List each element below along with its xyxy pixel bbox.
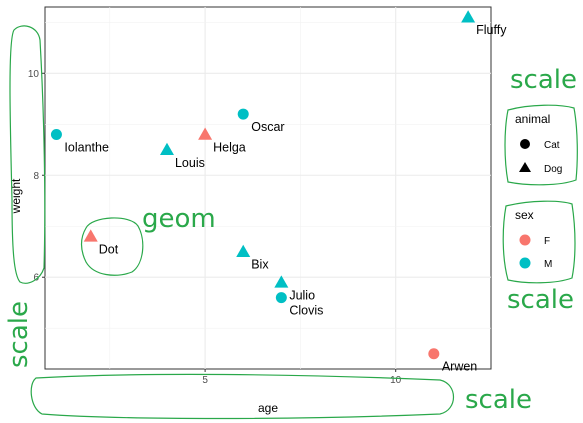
- handwritten-annotations: geom scale scale scale scale: [4, 25, 578, 420]
- legend-f-key: [519, 234, 531, 246]
- y-axis-scale-outline: [9, 25, 46, 284]
- annot-geom: geom: [142, 204, 216, 234]
- point-label-arwen: Arwen: [442, 360, 477, 374]
- legend-dog-label: Dog: [544, 164, 562, 175]
- y-tick-label: 8: [33, 171, 39, 182]
- point-dot: [83, 229, 98, 242]
- legend-dog-key: [519, 162, 531, 172]
- data-points: [50, 10, 476, 360]
- point-bix: [236, 244, 251, 257]
- point-louis: [159, 142, 174, 156]
- legend-cat-label: Cat: [544, 140, 560, 151]
- legend-animal: animal Cat Dog: [515, 112, 562, 175]
- animal-legend-outline: [504, 104, 578, 186]
- x-tick-label: 5: [202, 375, 208, 386]
- point-label-louis: Louis: [175, 156, 205, 170]
- point-julio: [274, 275, 289, 288]
- y-tick-label: 10: [28, 69, 40, 80]
- x-tick-label: 10: [390, 375, 402, 386]
- dot-geom-outline: [80, 217, 144, 276]
- sex-legend-outline: [502, 200, 576, 284]
- point-label-iolanthe: Iolanthe: [64, 140, 109, 154]
- point-iolanthe: [50, 128, 62, 140]
- grid-lines: [45, 7, 491, 369]
- point-arwen: [428, 348, 440, 360]
- axis-ticks: 5 10 6 8 10: [28, 69, 402, 386]
- legend-sex-title: sex: [515, 208, 534, 222]
- legend-sex: sex F M: [515, 208, 552, 270]
- legend-cat-key: [520, 139, 530, 149]
- point-label-helga: Helga: [213, 140, 246, 154]
- point-label-fluffy: Fluffy: [476, 23, 507, 37]
- legend-m-key: [519, 257, 531, 269]
- legend-f-label: F: [544, 236, 550, 247]
- point-helga: [198, 127, 213, 140]
- point-oscar: [237, 108, 249, 120]
- point-label-clovis: Clovis: [289, 304, 323, 318]
- point-clovis: [275, 292, 287, 304]
- point-fluffy: [461, 10, 476, 23]
- y-tick-label: 6: [33, 273, 39, 284]
- annot-scale-right-bottom: scale: [507, 285, 574, 315]
- annot-scale-bottom: scale: [465, 385, 532, 415]
- point-label-bix: Bix: [251, 258, 269, 272]
- x-axis-title: age: [258, 401, 278, 415]
- plot-panel: [44, 6, 492, 370]
- point-label-julio: Julio: [289, 288, 315, 302]
- annot-scale-right-top: scale: [510, 65, 577, 95]
- point-labels: Fluffy Iolanthe Oscar Helga Louis Dot Bix Julio…: [64, 23, 507, 374]
- legend-m-label: M: [544, 259, 552, 270]
- point-label-oscar: Oscar: [251, 120, 284, 134]
- annot-scale-left: scale: [4, 301, 34, 368]
- legend-animal-title: animal: [515, 112, 550, 126]
- point-label-dot: Dot: [99, 242, 119, 256]
- x-axis-scale-outline: [30, 373, 455, 420]
